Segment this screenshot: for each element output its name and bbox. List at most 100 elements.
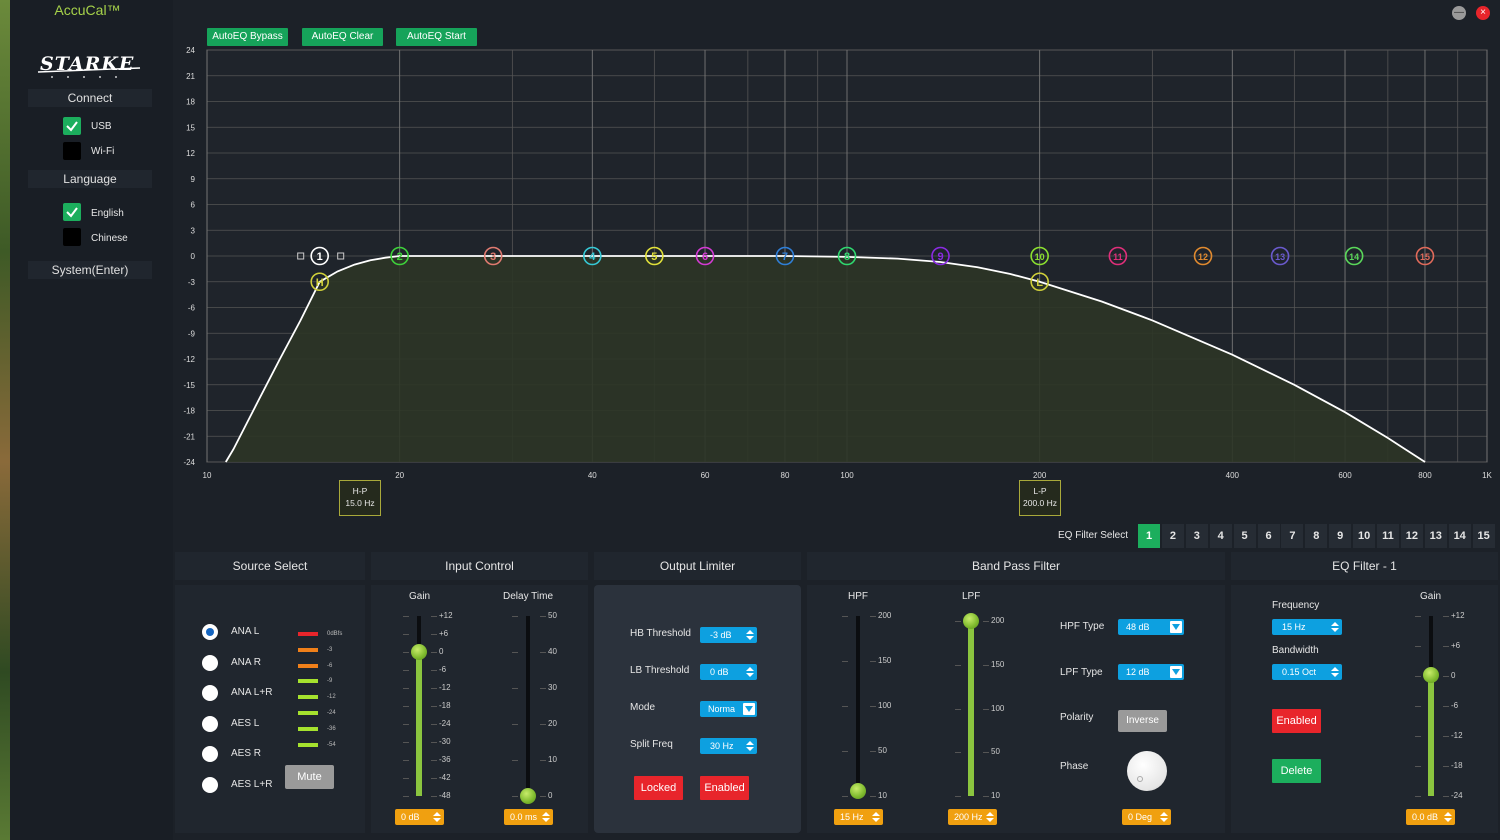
lb-threshold-spinbox[interactable]: 0 dB (700, 664, 757, 680)
bandwidth-handle (297, 252, 305, 260)
meter-led (298, 679, 318, 684)
polarity-button[interactable]: Inverse (1118, 710, 1167, 732)
eq-point-14[interactable]: 14 (1344, 246, 1364, 266)
eq-point-label: 4 (589, 251, 596, 263)
autoeq-bypass-button[interactable]: AutoEQ Bypass (207, 28, 288, 46)
source-radio-1[interactable] (202, 654, 218, 671)
mode-select[interactable]: Norma (700, 701, 757, 717)
eq-filter-number-9[interactable]: 9 (1329, 524, 1352, 548)
slider-knob[interactable] (520, 788, 536, 804)
slider-tick-label: 0 (548, 791, 553, 800)
eq-filter-number-12[interactable]: 12 (1400, 524, 1423, 548)
lpf-spinbox[interactable]: 200 Hz (948, 809, 997, 825)
eq-delete-button[interactable]: Delete (1272, 759, 1321, 783)
x-tick-label: 10 (203, 471, 212, 480)
eq-filter-number-5[interactable]: 5 (1233, 524, 1256, 548)
eq-filter-number-1[interactable]: 1 (1138, 524, 1160, 548)
eq-point-5[interactable]: 5 (645, 246, 664, 266)
slider-tick (431, 706, 437, 707)
eq-filter-number-8[interactable]: 8 (1305, 524, 1328, 548)
source-radio-3[interactable] (202, 715, 218, 732)
bandwidth-spinbox[interactable]: 0.15 Oct (1272, 664, 1342, 680)
x-tick-label: 600 (1338, 471, 1352, 480)
delay-spinbox[interactable]: 0.0 ms (504, 809, 553, 825)
wifi-checkbox[interactable] (63, 142, 81, 160)
input-control-panel (371, 585, 588, 833)
slider-tick (431, 670, 437, 671)
eq-filter-number-11[interactable]: 11 (1377, 524, 1399, 548)
y-tick-label: 6 (191, 201, 196, 210)
hpf-type-select[interactable]: 48 dB (1118, 619, 1184, 635)
eq-point-1[interactable]: 1 (310, 246, 329, 266)
eq-point-2[interactable]: 2 (390, 246, 409, 266)
close-icon[interactable]: × (1476, 6, 1490, 20)
slider-knob[interactable] (963, 613, 979, 629)
eq-point-7[interactable]: 7 (775, 246, 795, 266)
english-checkbox[interactable] (63, 203, 81, 221)
eq-point-4[interactable]: 4 (583, 246, 602, 266)
chinese-checkbox[interactable] (63, 228, 81, 246)
slider-tick-label: +12 (439, 611, 453, 620)
lp-point[interactable]: L (1030, 272, 1049, 292)
eq-point-label: 11 (1113, 252, 1123, 262)
x-tick-label: 400 (1226, 471, 1240, 480)
mute-button[interactable]: Mute (285, 765, 334, 789)
phase-spinbox[interactable]: 0 Deg (1122, 809, 1171, 825)
eq-point-13[interactable]: 13 (1270, 246, 1290, 266)
system-button[interactable]: System(Enter) (28, 261, 152, 279)
slider-tick (512, 796, 518, 797)
phase-knob[interactable] (1127, 751, 1167, 791)
source-label: AES L+R (231, 778, 273, 790)
limiter-enabled-button[interactable]: Enabled (700, 776, 749, 800)
eq-point-6[interactable]: 6 (695, 246, 715, 266)
eq-point-8[interactable]: 8 (837, 246, 857, 266)
slider-knob[interactable] (411, 644, 427, 660)
eq-filter-number-4[interactable]: 4 (1209, 524, 1232, 548)
eq-filter-number-7[interactable]: 7 (1281, 524, 1304, 548)
eq-point-11[interactable]: 11 (1108, 246, 1128, 266)
slider-tick (1443, 676, 1449, 677)
source-radio-5[interactable] (202, 776, 218, 793)
slider-knob[interactable] (1423, 667, 1439, 684)
minimize-icon[interactable]: — (1452, 6, 1466, 20)
source-radio-4[interactable] (202, 746, 218, 762)
eq-point-10[interactable]: 10 (1030, 246, 1049, 266)
eq-enabled-button[interactable]: Enabled (1272, 709, 1321, 733)
eq-filter-number-14[interactable]: 14 (1448, 524, 1471, 548)
usb-checkbox[interactable] (63, 117, 81, 135)
slider-tick-label: +6 (1451, 641, 1461, 650)
eq-gain-spinbox[interactable]: 0.0 dB (1406, 809, 1455, 825)
lpf-type-select[interactable]: 12 dB (1118, 664, 1184, 680)
eq-filter-number-3[interactable]: 3 (1185, 524, 1208, 548)
eq-point-12[interactable]: 12 (1193, 246, 1213, 266)
autoeq-clear-button[interactable]: AutoEQ Clear (302, 28, 383, 46)
eq-point-9[interactable]: 9 (931, 246, 950, 266)
eq-point-15[interactable]: 15 (1415, 246, 1435, 266)
chinese-label: Chinese (91, 233, 128, 244)
slider-track (856, 616, 860, 796)
source-radio-2[interactable] (202, 685, 218, 701)
locked-button[interactable]: Locked (634, 776, 683, 800)
lp-marker[interactable]: L-P 200.0 Hz (1019, 480, 1061, 516)
source-radio-0[interactable] (202, 624, 218, 640)
eq-filter-number-10[interactable]: 10 (1353, 524, 1376, 548)
hpf-spinbox[interactable]: 15 Hz (834, 809, 883, 825)
autoeq-start-button[interactable]: AutoEQ Start (396, 28, 477, 46)
eq-filter-number-13[interactable]: 13 (1424, 524, 1447, 548)
gain-label: Gain (409, 591, 431, 602)
slider-tick (842, 751, 848, 752)
slider-knob[interactable] (850, 782, 866, 799)
lp-marker-value: 200.0 Hz (1022, 498, 1058, 508)
eq-filter-number-2[interactable]: 2 (1161, 524, 1184, 548)
split-freq-spinbox[interactable]: 30 Hz (700, 738, 757, 754)
eq-filter-number-6[interactable]: 6 (1257, 524, 1280, 548)
gain-spinbox[interactable]: 0 dB (395, 809, 444, 825)
mode-label: Mode (630, 702, 656, 713)
frequency-spinbox[interactable]: 15 Hz (1272, 619, 1342, 635)
eq-point-3[interactable]: 3 (483, 246, 503, 266)
hp-point[interactable]: H (310, 272, 329, 292)
hp-marker[interactable]: H-P 15.0 Hz (339, 480, 381, 516)
eq-filter-number-15[interactable]: 15 (1472, 524, 1495, 548)
hb-threshold-spinbox[interactable]: -3 dB (700, 627, 757, 643)
